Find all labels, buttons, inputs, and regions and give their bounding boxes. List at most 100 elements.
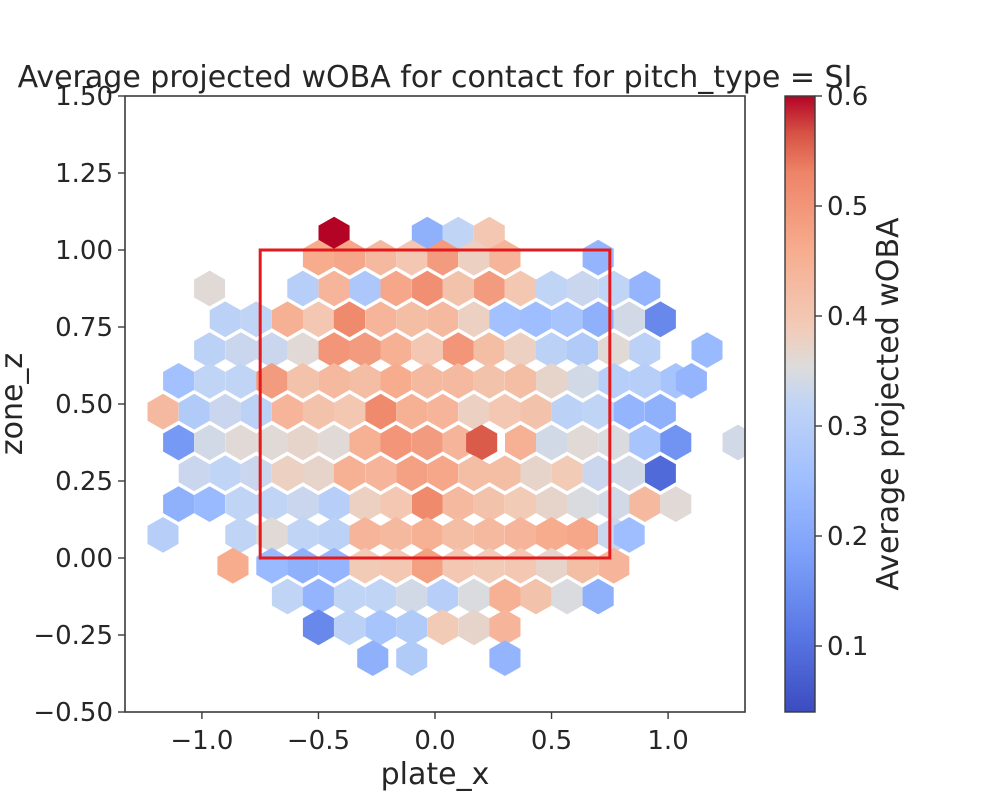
hexbin-cell bbox=[318, 424, 350, 461]
hexbin-cell bbox=[349, 486, 381, 522]
hexbin-cell bbox=[318, 332, 350, 368]
hexbin-cell bbox=[458, 455, 490, 492]
hexbin-cell bbox=[442, 547, 474, 584]
hexbin-cell bbox=[427, 455, 459, 492]
hexbin-cell bbox=[287, 270, 319, 307]
hexbin-cell bbox=[209, 301, 241, 338]
hexbin-cell bbox=[458, 393, 490, 430]
hexbin-cell bbox=[505, 517, 537, 553]
hexbin-cell bbox=[225, 332, 257, 368]
hexbin-cell bbox=[163, 424, 195, 461]
hexbin-cell bbox=[302, 301, 334, 338]
hexbin-cell bbox=[256, 363, 288, 399]
colorbar-tick-label: 0.5 bbox=[827, 192, 868, 222]
hexbin-cell bbox=[691, 332, 723, 368]
hexbin-cell bbox=[318, 216, 350, 253]
x-tick-label: −1.0 bbox=[170, 726, 233, 756]
hexbin-cell bbox=[194, 332, 226, 368]
x-tick-label: 1.0 bbox=[647, 726, 688, 756]
hexbin-cell bbox=[380, 332, 412, 368]
y-axis: −0.50 −0.25 0.00 0.25 0.50 0.75 1.00 1.25 1.50 bbox=[33, 82, 125, 728]
hexbin-cell bbox=[536, 363, 568, 399]
hexbin-cell bbox=[318, 363, 350, 399]
hexbin-cell bbox=[302, 578, 334, 615]
hexbin-cell bbox=[442, 216, 474, 253]
hexbin-cell bbox=[442, 424, 474, 461]
hexbin-cell bbox=[473, 270, 505, 307]
hexbin-cell bbox=[163, 363, 195, 399]
y-axis-label: zone_z bbox=[0, 353, 30, 455]
hexbin-cell bbox=[318, 486, 350, 522]
hexbin-cell bbox=[551, 455, 583, 492]
hexbin-cell bbox=[225, 486, 257, 522]
hexbin-cell bbox=[551, 301, 583, 338]
hexbin-cell bbox=[473, 547, 505, 584]
colorbar-tick-label: 0.2 bbox=[827, 522, 868, 552]
x-axis: −1.0 −0.5 0.0 0.5 1.0 bbox=[170, 712, 689, 756]
hexbin-cell bbox=[644, 301, 676, 338]
hexbin-cell bbox=[318, 270, 350, 307]
colorbar-tick-label: 0.1 bbox=[827, 632, 868, 662]
hexbin-cell bbox=[396, 609, 428, 646]
hexbin-cell bbox=[318, 547, 350, 584]
hexbin-cell bbox=[536, 332, 568, 368]
hexbin-cell bbox=[598, 363, 630, 399]
hexbin-cell bbox=[613, 393, 645, 430]
hexbin-cell bbox=[598, 547, 630, 584]
hexbin-cell bbox=[582, 455, 614, 492]
hexbin-cell bbox=[520, 393, 552, 430]
y-tick-label: 0.50 bbox=[55, 390, 113, 420]
hexbin-cell bbox=[567, 332, 599, 368]
hexbin-cell bbox=[473, 517, 505, 553]
colorbar-tick-label: 0.6 bbox=[827, 82, 868, 112]
hexbin-cell bbox=[582, 301, 614, 338]
hexbin-cell bbox=[489, 301, 521, 338]
hexbin-cell bbox=[598, 270, 630, 307]
colorbar-tick-label: 0.4 bbox=[827, 302, 868, 332]
hexbin-cell bbox=[411, 486, 443, 522]
hexbin-cell bbox=[411, 332, 443, 368]
hexbin-cell bbox=[194, 363, 226, 399]
strike-zone bbox=[258, 248, 612, 560]
hexbin-cell bbox=[427, 393, 459, 430]
hexbin-cell bbox=[473, 216, 505, 253]
hexbin-cell bbox=[287, 517, 319, 553]
hexbin-cell bbox=[489, 640, 521, 676]
hexbin-cell bbox=[411, 517, 443, 553]
hexbin-cell bbox=[365, 609, 397, 646]
hexbin-cell bbox=[349, 547, 381, 584]
hexbin-cell bbox=[629, 332, 661, 368]
hexbin-cell bbox=[567, 547, 599, 584]
hexbin-cell bbox=[458, 609, 490, 646]
colorbar-tick-label: 0.3 bbox=[827, 412, 868, 442]
hexbin-cell bbox=[271, 301, 303, 338]
hexbin-cell bbox=[333, 578, 365, 615]
hexbin-cell bbox=[505, 486, 537, 522]
hexbin-cell bbox=[442, 363, 474, 399]
hexbin-cell bbox=[536, 270, 568, 307]
hexbin-cell bbox=[225, 363, 257, 399]
hexbin-cell bbox=[333, 609, 365, 646]
hexbin-cell bbox=[505, 363, 537, 399]
hexbin-cell bbox=[178, 455, 210, 492]
hexbin-cell bbox=[536, 517, 568, 553]
hexbin-cell bbox=[473, 486, 505, 522]
hexbin-cell bbox=[333, 455, 365, 492]
y-tick-label: −0.50 bbox=[33, 698, 113, 728]
hexbin-cell bbox=[318, 517, 350, 553]
hexbin-cell bbox=[582, 393, 614, 430]
hexbin-cell bbox=[598, 424, 630, 461]
hexbin-cell bbox=[349, 270, 381, 307]
hexbin-cell bbox=[380, 424, 412, 461]
hexbin-cell bbox=[427, 578, 459, 615]
hexbin-cell bbox=[256, 517, 288, 553]
hexbin-cell bbox=[411, 363, 443, 399]
hexbin-cell bbox=[442, 486, 474, 522]
hexbin-cell bbox=[380, 363, 412, 399]
hexbin-cell bbox=[660, 486, 692, 522]
x-axis-label: plate_x bbox=[381, 757, 490, 792]
hexbin-cell bbox=[271, 455, 303, 492]
hexbin-cell bbox=[551, 578, 583, 615]
y-tick-label: 0.00 bbox=[55, 544, 113, 574]
